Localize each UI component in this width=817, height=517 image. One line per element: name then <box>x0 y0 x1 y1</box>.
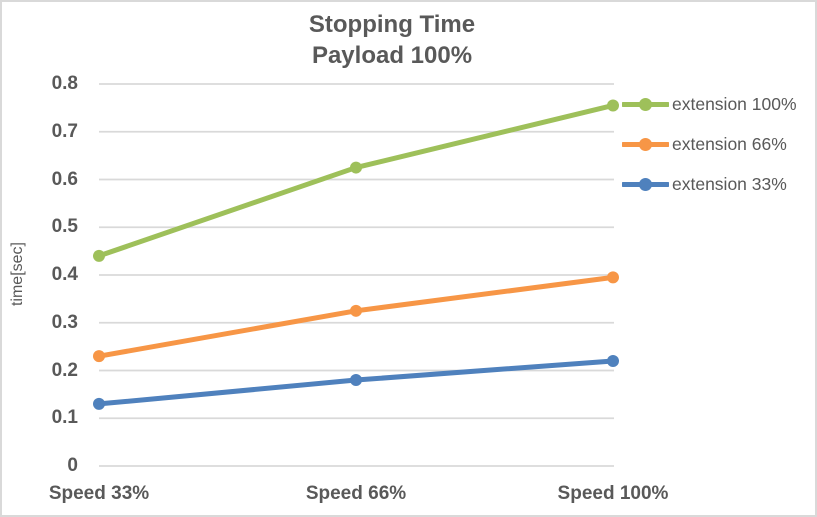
data-point-marker <box>350 374 362 387</box>
legend-marker-icon <box>622 137 669 151</box>
x-tick-label: Speed 33% <box>48 483 150 504</box>
legend-item: extension 66% <box>622 132 797 156</box>
legend-marker-icon <box>622 97 669 111</box>
legend-label: extension 66% <box>672 133 787 154</box>
legend-marker-icon <box>622 177 669 191</box>
data-point-marker <box>93 249 105 262</box>
legend-dot <box>639 97 652 111</box>
x-tick-label: Speed 100% <box>557 483 669 504</box>
y-tick-label: 0.1 <box>51 407 78 429</box>
data-point-marker <box>607 271 619 284</box>
data-point-marker <box>93 350 105 363</box>
chart-title-line2: Payload 100% <box>311 42 473 69</box>
y-tick-label: 0.3 <box>51 311 78 333</box>
y-tick-label: 0.5 <box>51 216 78 238</box>
data-point-marker <box>350 161 362 174</box>
legend-item: extension 100% <box>622 92 797 116</box>
y-tick-label: 0.2 <box>51 359 78 381</box>
chart-title: Stopping Time Payload 100% <box>2 9 782 71</box>
legend-dot <box>639 177 652 191</box>
data-point-marker <box>350 304 362 317</box>
y-tick-label: 0.7 <box>51 120 78 142</box>
y-tick-label: 0.4 <box>51 264 78 285</box>
y-tick-label: 0 <box>67 455 78 476</box>
legend-label: extension 100% <box>672 93 797 114</box>
chart-title-line1: Stopping Time <box>308 11 476 38</box>
data-point-marker <box>607 354 619 367</box>
data-point-marker <box>93 397 105 410</box>
x-tick-label: Speed 66% <box>305 483 407 504</box>
data-point-marker <box>607 99 619 112</box>
legend-dot <box>639 137 652 151</box>
legend-label: extension 33% <box>672 173 787 194</box>
y-tick-label: 0.6 <box>51 168 78 190</box>
y-tick-label: 0.8 <box>51 73 78 94</box>
series-line <box>96 102 616 259</box>
legend-item: extension 33% <box>622 172 797 196</box>
legend: extension 100% extension 66% extension 33% <box>622 92 797 212</box>
